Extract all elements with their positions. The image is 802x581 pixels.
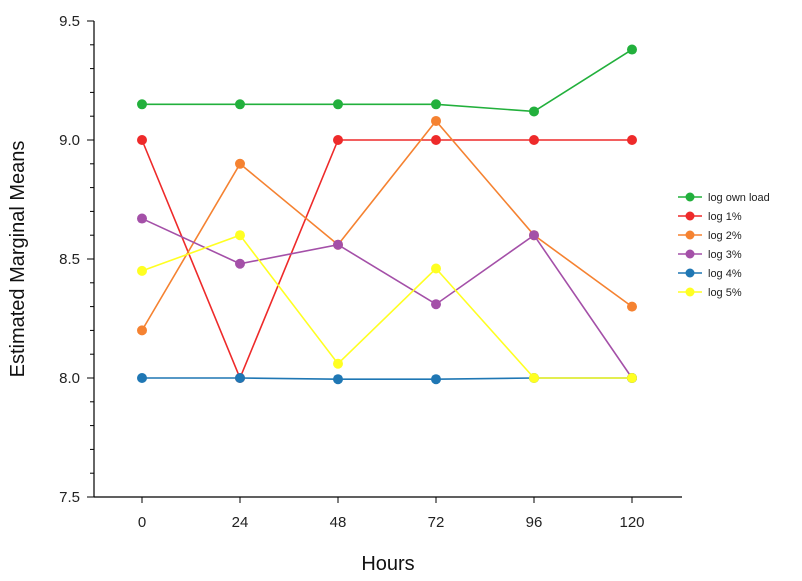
data-point	[137, 135, 147, 145]
data-point	[529, 106, 539, 117]
data-point	[333, 358, 343, 369]
legend-swatch-marker	[685, 249, 695, 259]
data-point	[431, 263, 441, 274]
legend-swatch-marker	[685, 230, 695, 240]
data-point	[137, 213, 147, 224]
data-point	[333, 239, 343, 250]
data-point	[529, 230, 539, 241]
legend-item: log 1%	[678, 211, 742, 223]
x-tick-label: 96	[526, 514, 543, 531]
y-tick-label: 9.0	[59, 132, 80, 149]
y-tick-label: 8.0	[59, 370, 80, 387]
data-point	[529, 135, 539, 145]
legend-label: log own load	[708, 192, 770, 204]
legend-item: log own load	[678, 192, 770, 204]
y-tick-label: 8.5	[59, 251, 80, 268]
data-point	[235, 99, 245, 110]
series-layer	[137, 44, 637, 385]
legend-swatch-marker	[685, 192, 695, 202]
data-point	[431, 299, 441, 310]
legend-label: log 2%	[708, 230, 742, 242]
data-point	[235, 158, 245, 169]
x-ticks: 0 24 48 72 96 120	[138, 497, 645, 531]
legend: log own load log 1% log 2% log 3% log 4% log …	[678, 192, 770, 299]
data-point	[235, 373, 245, 383]
data-point	[431, 115, 441, 126]
axes	[93, 21, 682, 498]
series-line	[141, 139, 632, 381]
x-tick-label: 24	[232, 514, 249, 531]
legend-label: log 3%	[708, 249, 742, 261]
data-point	[333, 135, 343, 145]
y-axis-title: Estimated Marginal Means	[7, 141, 29, 378]
y-ticks: 7.5 8.0 8.5 9.0 9.5	[59, 13, 94, 506]
legend-label: log 4%	[708, 268, 742, 280]
series-log-3pct	[137, 213, 637, 383]
data-point	[529, 373, 539, 383]
x-tick-label: 120	[619, 514, 644, 531]
data-point	[333, 99, 343, 110]
data-point	[235, 230, 245, 241]
series-log-1pct	[137, 135, 637, 383]
y-tick-label: 7.5	[59, 489, 80, 506]
data-point	[431, 99, 441, 110]
data-point	[431, 374, 441, 385]
data-point	[137, 265, 147, 276]
legend-swatch-marker	[685, 287, 695, 297]
legend-label: log 1%	[708, 211, 742, 223]
data-point	[137, 99, 147, 110]
series-log-own-load	[137, 44, 637, 117]
legend-item: log 3%	[678, 249, 742, 261]
y-tick-label: 9.5	[59, 13, 80, 30]
data-point	[627, 373, 637, 383]
legend-swatch-marker	[685, 211, 695, 221]
series-log-5pct	[137, 230, 637, 383]
x-axis-title: Hours	[361, 553, 414, 575]
data-point	[627, 301, 637, 312]
series-line	[141, 234, 632, 379]
x-tick-label: 48	[330, 514, 347, 531]
legend-swatch-marker	[685, 268, 695, 278]
legend-label: log 5%	[708, 287, 742, 299]
x-tick-label: 0	[138, 514, 146, 531]
data-point	[431, 135, 441, 145]
data-point	[137, 373, 147, 383]
x-tick-label: 72	[428, 514, 445, 531]
data-point	[627, 135, 637, 145]
legend-item: log 5%	[678, 287, 742, 299]
data-point	[333, 374, 343, 385]
series-line	[141, 119, 633, 331]
series-line	[141, 217, 633, 379]
legend-item: log 2%	[678, 230, 742, 242]
data-point	[627, 44, 637, 55]
series-log-2pct	[137, 115, 637, 336]
legend-item: log 4%	[678, 268, 742, 280]
data-point	[137, 325, 147, 336]
series-line	[142, 48, 633, 113]
data-point	[235, 258, 245, 269]
